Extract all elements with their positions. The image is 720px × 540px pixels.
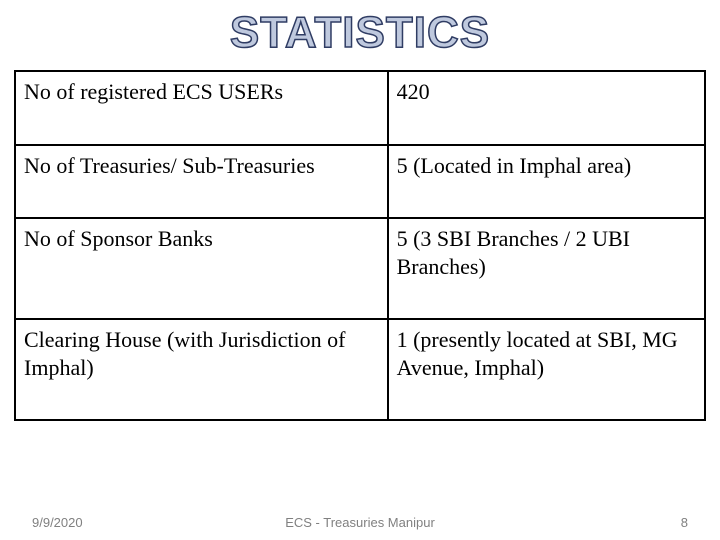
- table-row: No of Sponsor Banks 5 (3 SBI Branches / …: [15, 218, 705, 319]
- stats-table: No of registered ECS USERs 420 No of Tre…: [14, 70, 706, 421]
- table-row: No of registered ECS USERs 420: [15, 71, 705, 145]
- stat-label: Clearing House (with Jurisdiction of Imp…: [15, 319, 388, 420]
- stat-value: 5 (3 SBI Branches / 2 UBI Branches): [388, 218, 705, 319]
- footer-page-number: 8: [681, 515, 688, 530]
- stat-value: 5 (Located in Imphal area): [388, 145, 705, 219]
- footer-date: 9/9/2020: [32, 515, 83, 530]
- slide: STATISTICS No of registered ECS USERs 42…: [0, 0, 720, 540]
- stat-value: 1 (presently located at SBI, MG Avenue, …: [388, 319, 705, 420]
- footer-center: ECS - Treasuries Manipur: [0, 515, 720, 530]
- stats-table-wrapper: No of registered ECS USERs 420 No of Tre…: [0, 70, 720, 421]
- table-row: No of Treasuries/ Sub-Treasuries 5 (Loca…: [15, 145, 705, 219]
- footer: 9/9/2020 ECS - Treasuries Manipur 8: [0, 515, 720, 530]
- table-row: Clearing House (with Jurisdiction of Imp…: [15, 319, 705, 420]
- stat-label: No of Sponsor Banks: [15, 218, 388, 319]
- page-title: STATISTICS: [0, 0, 720, 70]
- stat-value: 420: [388, 71, 705, 145]
- stat-label: No of Treasuries/ Sub-Treasuries: [15, 145, 388, 219]
- stat-label: No of registered ECS USERs: [15, 71, 388, 145]
